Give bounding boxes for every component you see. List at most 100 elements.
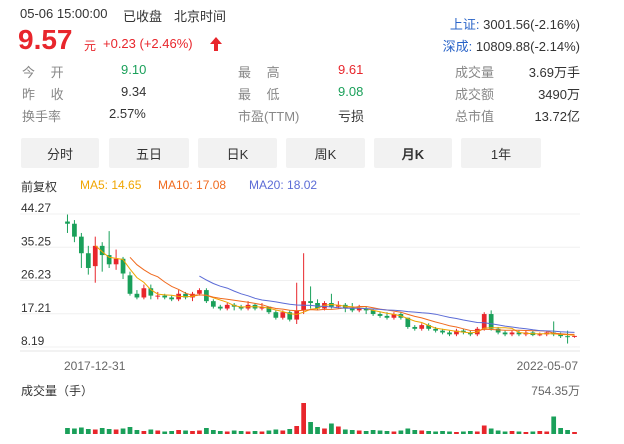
volume-bar [377, 430, 383, 434]
candle [266, 306, 272, 313]
volume-bar [176, 430, 181, 434]
tab-daily-k[interactable]: 日K [198, 138, 277, 168]
candle [113, 258, 119, 265]
volume-bar [426, 431, 432, 434]
candle [92, 245, 98, 267]
volume-bar [245, 431, 251, 434]
stat-value-pe-ttm: 亏损 [338, 109, 365, 124]
volume-bar [523, 432, 529, 434]
tab-five-day[interactable]: 五日 [109, 138, 189, 168]
volume-bar [384, 431, 390, 434]
stat-value-market-cap: 13.72亿 [534, 109, 580, 124]
stat-label-market-cap: 总市值 [455, 109, 495, 124]
candle [308, 301, 313, 303]
volume-bar [467, 431, 473, 434]
candle [565, 336, 570, 338]
candle [169, 297, 175, 300]
candle [363, 308, 369, 311]
candle [155, 295, 161, 297]
ma5-line [94, 245, 575, 336]
candle [148, 288, 154, 296]
candle [370, 310, 376, 315]
candle [398, 314, 404, 318]
y-tick-label: 8.19 [21, 334, 45, 348]
volume-bar [231, 430, 237, 434]
volume-bar [120, 428, 126, 434]
candle [280, 312, 286, 318]
candle [405, 317, 411, 327]
candle [461, 330, 466, 333]
volume-bar [398, 430, 404, 434]
volume-bar [322, 428, 327, 434]
y-tick-label: 26.23 [21, 268, 51, 282]
volume-bar [197, 430, 202, 434]
index-shenzhen[interactable]: 深成: 10809.88(-2.14%) [443, 36, 580, 55]
candle [474, 328, 480, 335]
candle [322, 302, 327, 309]
index-shanghai[interactable]: 上证: 3001.56(-2.16%) [450, 14, 580, 33]
candle [204, 290, 209, 302]
candle [183, 293, 188, 298]
index-shenzhen-name: 深成: [442, 39, 473, 54]
index-shanghai-name: 上证: [449, 17, 480, 32]
stat-value-volume: 3.69万手 [528, 65, 580, 80]
candle [176, 293, 181, 300]
stat-label-turnover-amount: 成交额 [455, 87, 495, 102]
volume-bar [558, 428, 563, 434]
candle [120, 258, 126, 274]
volume-bar [370, 430, 376, 434]
volume-bar [544, 431, 550, 434]
stat-value-low: 9.08 [338, 84, 364, 99]
stat-value-turnover-rate: 2.57% [109, 106, 146, 121]
candle [440, 330, 445, 333]
volume-bar [183, 430, 188, 434]
volume-bar [342, 429, 348, 434]
candle [523, 332, 529, 335]
candle [502, 332, 508, 335]
candle [481, 314, 487, 329]
volume-bar [99, 428, 105, 434]
candle [72, 223, 77, 237]
volume-bar [349, 430, 355, 434]
y-tick-label: 44.27 [21, 201, 51, 215]
candle [488, 314, 494, 329]
candle [551, 332, 557, 335]
volume-bar [127, 427, 133, 434]
candle [572, 335, 577, 337]
adjust-mode-label[interactable]: 前复权 [21, 180, 58, 194]
tab-intraday[interactable]: 分时 [21, 138, 99, 168]
volume-bar [454, 432, 459, 434]
candle [391, 314, 397, 318]
timezone-label: 北京时间 [174, 9, 227, 24]
volume-bar [204, 428, 209, 434]
volume-bar [141, 431, 147, 434]
tab-one-year[interactable]: 1年 [461, 138, 541, 168]
volume-bar [65, 428, 70, 434]
volume-max-label: 754.35万 [531, 384, 580, 398]
candle [419, 325, 425, 329]
candle [454, 330, 459, 335]
tab-monthly-k[interactable]: 月K [374, 138, 452, 168]
volume-bar [537, 431, 543, 434]
candle [467, 332, 473, 335]
candle [210, 301, 216, 307]
tab-weekly-k[interactable]: 周K [286, 138, 365, 168]
volume-bar [162, 431, 168, 434]
volume-bar [266, 430, 272, 434]
x-label-start: 2017-12-31 [64, 359, 126, 373]
volume-bar [461, 431, 466, 434]
volume-bar [273, 429, 279, 434]
volume-bar [502, 431, 508, 434]
candle [537, 334, 543, 336]
candle [79, 236, 84, 254]
stat-label-open: 今 开 [22, 65, 70, 80]
stat-value-high: 9.61 [338, 62, 364, 77]
volume-bar [315, 427, 320, 434]
candle [197, 290, 202, 294]
stat-label-prev-close: 昨 收 [22, 87, 70, 102]
volume-bar [308, 422, 313, 434]
volume-bar [155, 430, 161, 434]
candle [530, 332, 536, 336]
candle [342, 304, 348, 309]
candle [238, 306, 244, 309]
